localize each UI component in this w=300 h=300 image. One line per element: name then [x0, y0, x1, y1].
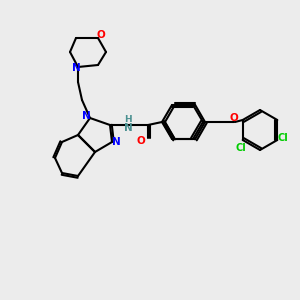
Text: O: O	[230, 113, 238, 123]
Text: H: H	[124, 116, 132, 124]
Text: N: N	[82, 111, 90, 121]
Text: O: O	[97, 30, 105, 40]
Text: N: N	[124, 123, 132, 133]
Text: Cl: Cl	[235, 143, 246, 153]
Text: N: N	[72, 63, 80, 73]
Text: Cl: Cl	[278, 133, 289, 143]
Text: O: O	[136, 136, 146, 146]
Text: N: N	[112, 137, 120, 147]
